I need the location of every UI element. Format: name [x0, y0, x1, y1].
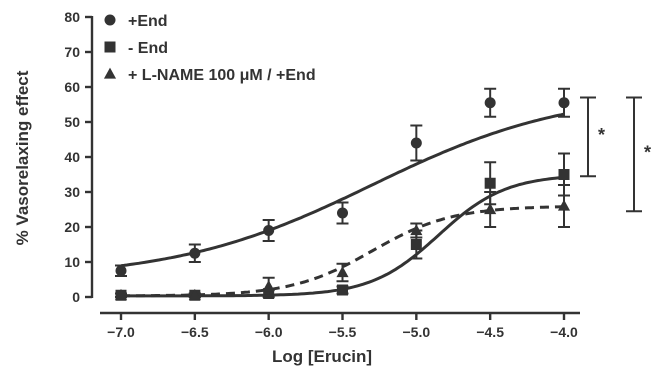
data-point-series-3 — [336, 266, 349, 278]
x-tick-label: −4.0 — [550, 324, 578, 340]
legend-marker-series-3 — [103, 67, 117, 79]
y-tick-label: 80 — [64, 9, 80, 25]
data-point-series-2 — [410, 239, 422, 250]
legend-label-series-3: + L-NAME 100 μM / +End — [128, 67, 316, 84]
data-point-series-1 — [263, 225, 275, 236]
axes: 0 10 20 30 40 50 60 70 80 −7.0 −6.5 −6.0 −5.5 −5.0 −4.… — [64, 9, 580, 340]
significance-label: * — [644, 142, 651, 162]
data-point-series-3 — [410, 224, 423, 236]
y-tick-label: 60 — [64, 79, 80, 95]
y-tick-label: 20 — [64, 219, 80, 235]
legend-label-series-2: - End — [128, 40, 168, 57]
x-tick-label: −4.5 — [476, 324, 504, 340]
data-point-series-1 — [115, 265, 127, 277]
x-tick-label: −6.0 — [255, 324, 283, 340]
data-point-series-3 — [262, 280, 275, 292]
legend-marker-series-1 — [104, 14, 116, 26]
data-point-series-1 — [484, 97, 496, 109]
data-point-series-3 — [557, 199, 571, 211]
x-tick-label: −5.5 — [329, 324, 357, 340]
data-point-series-1 — [337, 207, 348, 219]
legend-label-series-1: +End — [128, 13, 168, 30]
significance-label: * — [598, 125, 605, 145]
data-point-series-2 — [558, 169, 570, 180]
y-tick-label: 50 — [64, 114, 80, 130]
y-axis-title: % Vasorelaxing effect — [13, 70, 32, 245]
data-point-series-3 — [114, 288, 128, 300]
legend-marker-series-2 — [104, 41, 116, 53]
x-tick-label: −5.0 — [403, 324, 431, 340]
y-tick-label: 40 — [64, 149, 80, 165]
data-point-series-2 — [337, 284, 348, 296]
data-point-series-1 — [558, 97, 570, 109]
data-point-series-1 — [410, 137, 422, 149]
x-axis-title: Log [Erucin] — [272, 347, 372, 366]
x-tick-label: −7.0 — [107, 324, 135, 340]
y-tick-label: 70 — [64, 44, 80, 60]
data-point-series-3 — [188, 288, 201, 300]
data-point-series-2 — [484, 177, 496, 189]
data-point-series-1 — [189, 247, 201, 259]
data-points — [114, 87, 571, 301]
legend: +End - End + L-NAME 100 μM / +End — [103, 13, 316, 84]
x-tick-label: −6.5 — [181, 324, 209, 340]
significance-brackets: ** — [580, 96, 651, 213]
fit-curve-series-1 — [120, 112, 565, 268]
y-tick-label: 10 — [64, 254, 80, 270]
y-tick-label: 0 — [72, 289, 80, 305]
y-tick-label: 30 — [64, 184, 80, 200]
data-point-series-3 — [484, 203, 497, 215]
